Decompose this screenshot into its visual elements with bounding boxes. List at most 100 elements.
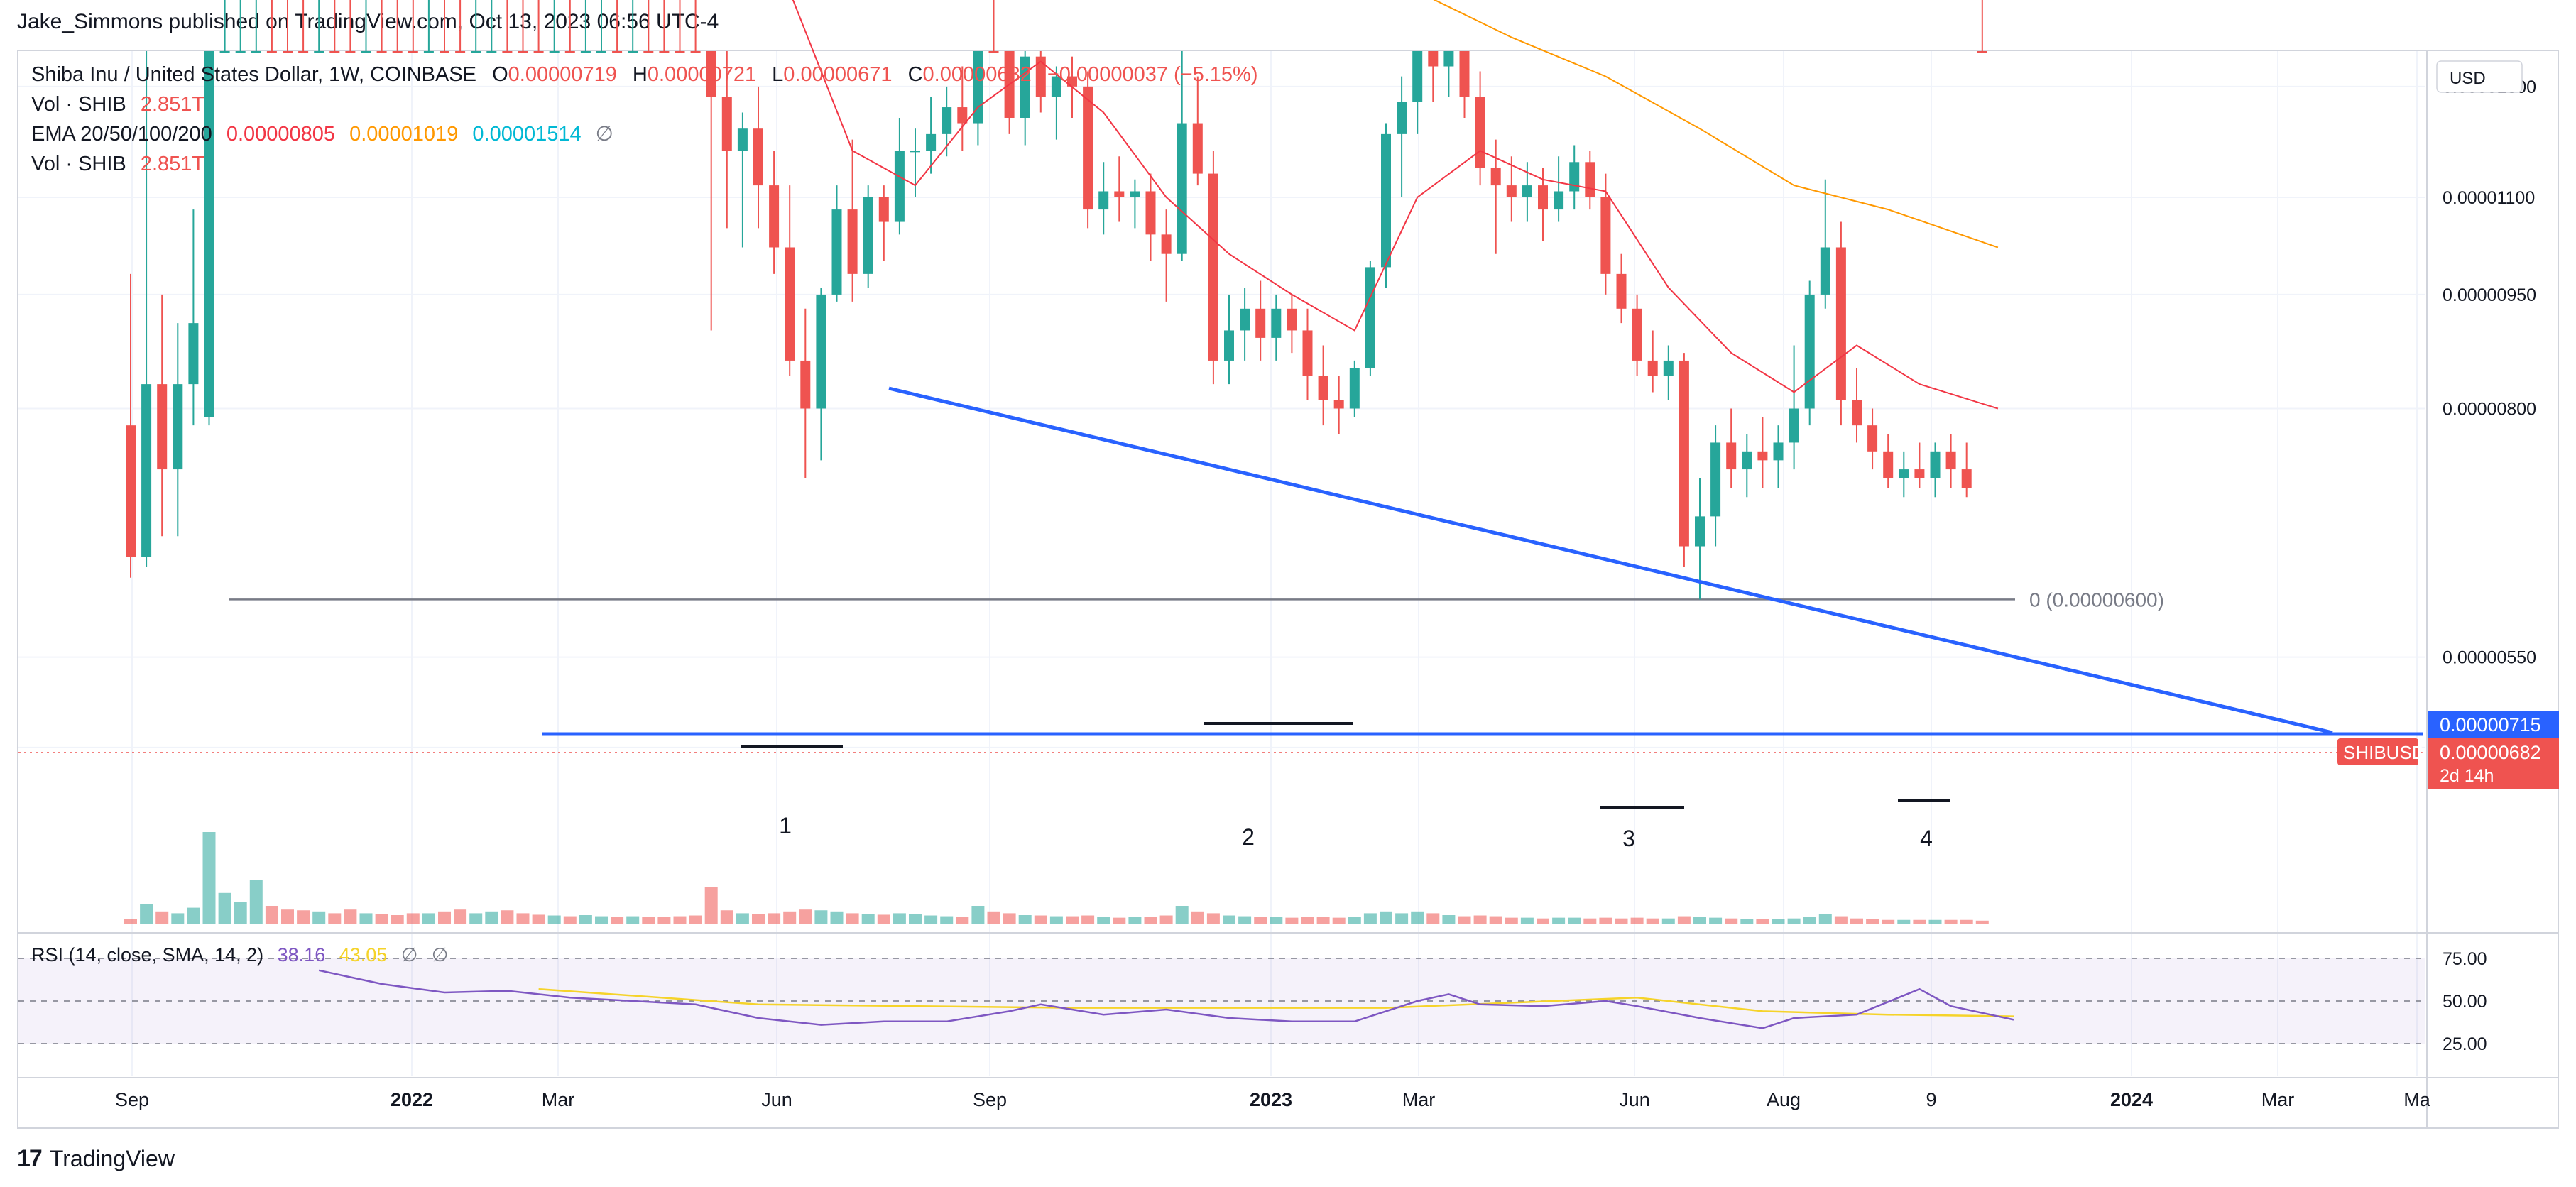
volume-bar bbox=[1615, 918, 1628, 924]
candle-body bbox=[1773, 442, 1784, 461]
time-tick-label: Ma bbox=[2403, 1089, 2430, 1110]
candle-body bbox=[1616, 273, 1627, 309]
volume-bar bbox=[736, 913, 749, 924]
volume-bars bbox=[124, 832, 1989, 924]
rsi-legend-value: 38.16 bbox=[278, 944, 326, 966]
volume-bar bbox=[1882, 919, 1895, 924]
legend-close: 0.00000682 bbox=[923, 63, 1032, 86]
volume-bar bbox=[1818, 914, 1832, 924]
candle-countdown: 2d 14h bbox=[2440, 766, 2494, 786]
candle-body bbox=[1240, 308, 1250, 331]
volume-bar bbox=[297, 910, 310, 924]
volume-bar bbox=[657, 917, 671, 924]
volume-bar bbox=[1787, 918, 1801, 924]
volume-bar bbox=[359, 913, 373, 924]
volume-bar bbox=[673, 916, 687, 924]
volume-bar bbox=[1473, 915, 1487, 924]
candle-body bbox=[769, 185, 780, 248]
time-tick-label: 2024 bbox=[2110, 1089, 2153, 1110]
candle-body bbox=[831, 209, 842, 295]
rsi-legend-label: RSI (14, close, SMA, 14, 2) bbox=[31, 944, 263, 966]
volume-bar bbox=[1191, 911, 1204, 924]
candle-body bbox=[910, 151, 920, 153]
candle-body bbox=[1098, 191, 1109, 210]
candle-body bbox=[141, 384, 152, 557]
volume-bar bbox=[720, 910, 733, 924]
legend-ema200-empty: ∅ bbox=[596, 123, 613, 146]
volume-bar bbox=[768, 913, 781, 924]
candle-body bbox=[721, 97, 732, 151]
volume-bar bbox=[140, 904, 153, 924]
time-tick-label: 9 bbox=[1926, 1089, 1936, 1110]
volume-bar bbox=[1772, 919, 1785, 924]
volume-bar bbox=[846, 913, 859, 924]
legend-ema100: 0.00001514 bbox=[472, 123, 581, 146]
candle-body bbox=[1632, 308, 1642, 361]
candle-body bbox=[1695, 516, 1705, 547]
volume-bar bbox=[861, 914, 875, 924]
descending-trendline bbox=[888, 386, 2333, 735]
volume-bar bbox=[1568, 917, 1581, 924]
time-tick-label: 2022 bbox=[391, 1089, 433, 1110]
candle-body bbox=[283, 51, 293, 53]
candle-body bbox=[1318, 376, 1328, 400]
candle-body bbox=[188, 323, 199, 385]
legend-c-label: C bbox=[908, 63, 923, 86]
trendline-price-value: 0.00000715 bbox=[2440, 714, 2541, 735]
candle-body bbox=[628, 51, 638, 53]
volume-bar bbox=[1537, 918, 1549, 924]
candle-body bbox=[204, 51, 214, 417]
volume-bar bbox=[1003, 913, 1016, 924]
rsi-tick-label: 50.00 bbox=[2443, 992, 2487, 1012]
volume-bar bbox=[1756, 919, 1769, 924]
volume-bar bbox=[422, 913, 435, 924]
volume-bar bbox=[1270, 917, 1283, 924]
candle-body bbox=[1333, 400, 1344, 409]
candle-body bbox=[1067, 76, 1077, 87]
volume-bar bbox=[501, 910, 514, 924]
candle-body bbox=[471, 51, 481, 53]
candle-body bbox=[126, 425, 136, 557]
candle-body bbox=[157, 384, 168, 470]
volume-bar bbox=[1944, 919, 1958, 924]
candle-body bbox=[266, 51, 277, 53]
volume-bar bbox=[1049, 916, 1063, 924]
volume-bar bbox=[1725, 918, 1738, 924]
volume-bar bbox=[752, 914, 765, 924]
volume-bar bbox=[1661, 918, 1675, 924]
legend-line-ohlc: Shiba Inu / United States Dollar, 1W, CO… bbox=[31, 63, 1258, 86]
volume-bar bbox=[516, 913, 530, 924]
legend-vol2-value: 2.851T bbox=[141, 153, 205, 175]
candle-body bbox=[847, 209, 858, 274]
volume-bar bbox=[1489, 916, 1502, 924]
candle-body bbox=[455, 51, 466, 53]
volume-bar bbox=[171, 913, 185, 924]
volume-bar bbox=[202, 832, 216, 924]
pattern-label-4: 4 bbox=[1920, 826, 1933, 851]
rsi-legend-empty-1: ∅ bbox=[401, 944, 418, 966]
footer-brand: TradingView bbox=[49, 1145, 175, 1171]
legend-ema50: 0.00001019 bbox=[349, 123, 458, 146]
candle-body bbox=[1883, 451, 1894, 478]
time-tick-label: Aug bbox=[1767, 1089, 1801, 1110]
candle-body bbox=[1475, 97, 1485, 168]
candle-body bbox=[423, 51, 434, 53]
candle-body bbox=[408, 51, 418, 53]
volume-bar bbox=[940, 916, 954, 924]
candle-body bbox=[518, 51, 528, 53]
candle-body bbox=[1663, 360, 1674, 376]
price-tick-label: 0.00000950 bbox=[2443, 285, 2536, 305]
volume-bar bbox=[454, 909, 467, 924]
trendlines: 1 2 3 4 bbox=[542, 386, 2423, 851]
volume-bar bbox=[1709, 917, 1723, 924]
currency-button[interactable] bbox=[2436, 60, 2523, 93]
volume-bar bbox=[893, 913, 906, 924]
legend-symbol: Shiba Inu / United States Dollar, 1W, CO… bbox=[31, 63, 476, 86]
volume-bar bbox=[1411, 911, 1424, 924]
candle-body bbox=[564, 51, 575, 53]
candle-body bbox=[329, 51, 340, 53]
candle-body bbox=[345, 51, 356, 53]
volume-bar bbox=[1834, 916, 1848, 924]
volume-bar bbox=[1630, 917, 1644, 924]
